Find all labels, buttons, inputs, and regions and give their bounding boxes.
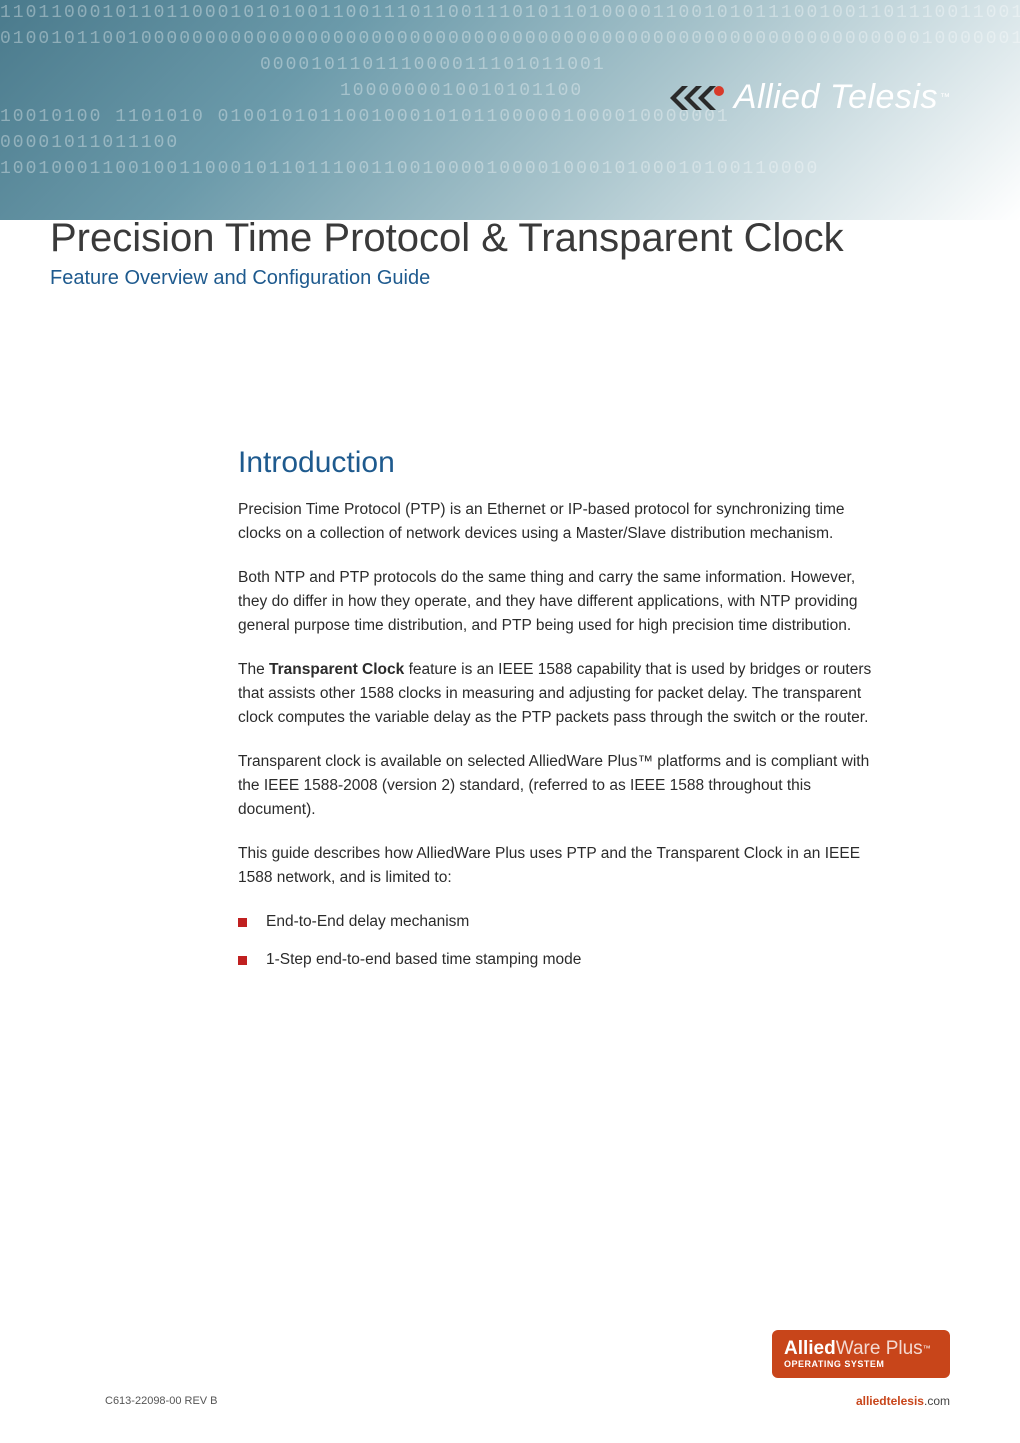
logo-text: Allied Telesis [734, 78, 938, 117]
document-reference-number: C613-22098-00 REV B [105, 1395, 218, 1407]
paragraph: Both NTP and PTP protocols do the same t… [238, 566, 888, 638]
badge-light: Ware Plus [836, 1338, 923, 1359]
badge-tm: ™ [923, 1344, 931, 1353]
paragraph: Precision Time Protocol (PTP) is an Ethe… [238, 498, 888, 546]
paragraph: The Transparent Clock feature is an IEEE… [238, 658, 888, 730]
badge-product-name: AlliedWare Plus™ [784, 1339, 950, 1359]
paragraph: This guide describes how AlliedWare Plus… [238, 842, 888, 890]
badge-subtitle: OPERATING SYSTEM [784, 1359, 950, 1369]
footer-website: alliedtelesis.com [856, 1394, 950, 1408]
document-subtitle: Feature Overview and Configuration Guide [50, 267, 844, 290]
binary-line: 0100101100100000000000000000000000000000… [0, 26, 1020, 52]
logo-chevrons-icon [670, 83, 726, 113]
binary-line: 1101100010110110001010100110011101100111… [0, 0, 1020, 26]
section-heading-introduction: Introduction [238, 446, 888, 480]
page-footer: C613-22098-00 REV B alliedtelesis.com [0, 1394, 1020, 1408]
list-item: 1-Step end-to-end based time stamping mo… [238, 948, 888, 972]
footer-brand: alliedtelesis [856, 1394, 924, 1408]
binary-line: 000010110111000011101011001 [0, 52, 1020, 78]
document-title: Precision Time Protocol & Transparent Cl… [50, 216, 844, 261]
binary-line: 1001000110010011000101101110011001000010… [0, 156, 1020, 182]
title-block: Precision Time Protocol & Transparent Cl… [50, 216, 844, 290]
brand-logo: Allied Telesis ™ [670, 78, 950, 117]
bullet-list: End-to-End delay mechanism 1-Step end-to… [238, 910, 888, 972]
paragraph: Transparent clock is available on select… [238, 750, 888, 822]
logo-trademark: ™ [940, 92, 950, 103]
alliedware-plus-badge: AlliedWare Plus™ OPERATING SYSTEM [772, 1330, 950, 1378]
binary-line: 00001011011100 [0, 130, 1020, 156]
content-area: Introduction Precision Time Protocol (PT… [238, 446, 888, 986]
footer-domain: .com [924, 1394, 950, 1408]
badge-bold: Allied [784, 1338, 836, 1359]
list-item: End-to-End delay mechanism [238, 910, 888, 934]
